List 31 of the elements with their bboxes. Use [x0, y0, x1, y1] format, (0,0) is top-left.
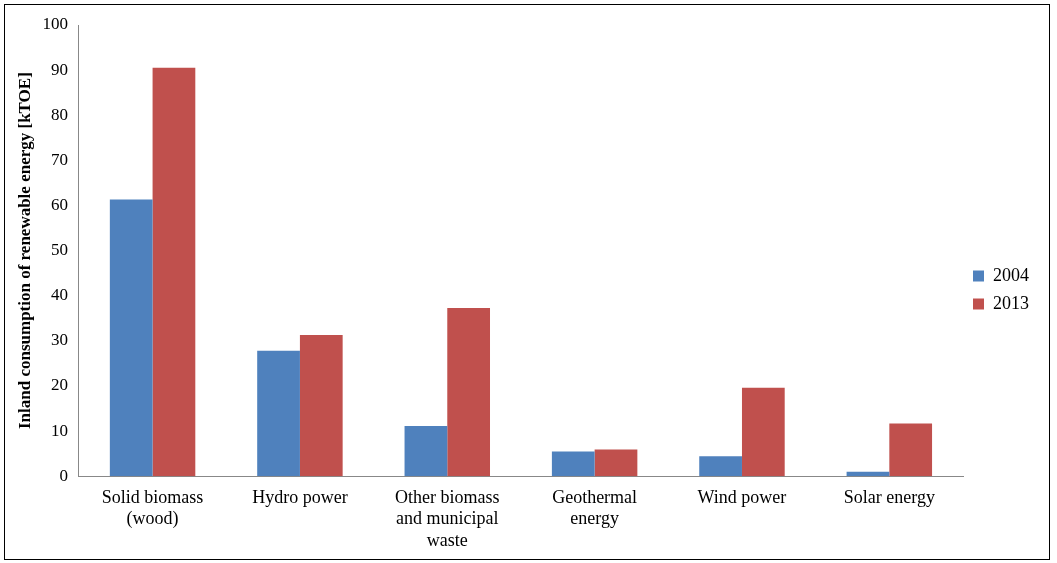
y-tick-label: 50 [50, 240, 68, 260]
bar [257, 350, 300, 477]
y-tick-label: 30 [50, 330, 68, 350]
y-axis-title: Inland consumption of renewable energy [kTOE] [14, 72, 34, 430]
x-tick-label: Geothermal energy [552, 486, 638, 529]
bar [404, 426, 448, 477]
bar [741, 387, 785, 477]
bar [447, 307, 491, 477]
x-tick-label: Wind power [697, 486, 787, 507]
bar [152, 67, 196, 477]
y-tick-label: 70 [50, 149, 68, 169]
bar [594, 449, 638, 477]
y-tick-label: 90 [50, 59, 68, 79]
x-tick-label: Solar energy [843, 486, 935, 507]
legend-label: 2013 [993, 292, 1029, 313]
x-tick-label: Solid biomass (wood) [101, 486, 204, 530]
bar [551, 451, 595, 477]
bar [889, 423, 933, 477]
bar [299, 334, 343, 477]
x-tick-label: Other biomass and municipal waste [395, 486, 500, 550]
x-tick-label: Hydro power [252, 486, 348, 507]
legend-label: 2004 [993, 264, 1029, 285]
y-tick-label: 80 [50, 104, 68, 124]
y-tick-label: 0 [59, 465, 68, 485]
bar [109, 199, 153, 477]
y-tick-label: 60 [50, 194, 68, 214]
y-tick-label: 40 [50, 285, 68, 305]
y-tick-label: 100 [42, 14, 68, 34]
y-tick-label: 20 [50, 375, 68, 395]
y-tick-label: 10 [50, 420, 68, 440]
bar [699, 456, 742, 477]
